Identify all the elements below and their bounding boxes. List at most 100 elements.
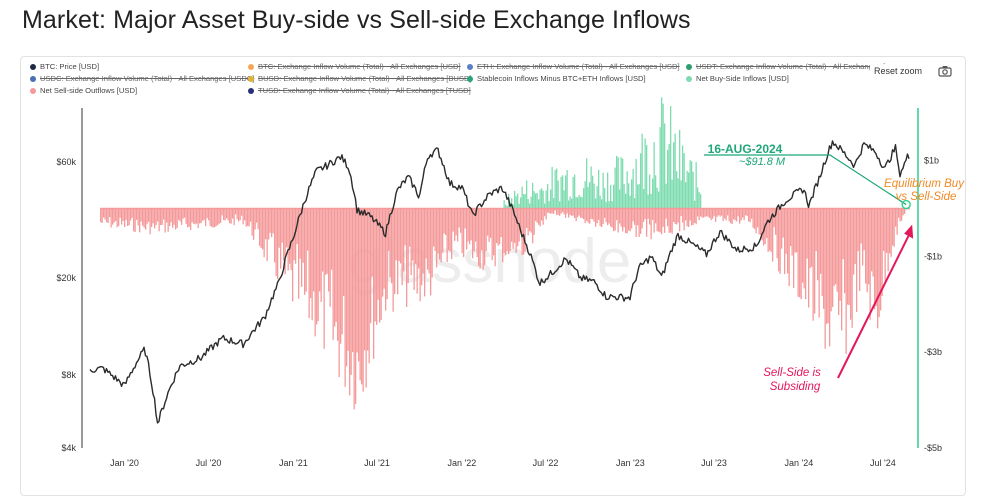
sell-bar bbox=[391, 208, 393, 284]
sell-bar bbox=[355, 208, 357, 404]
buy-bar bbox=[553, 197, 555, 209]
sell-bar bbox=[125, 208, 127, 220]
sell-bar bbox=[656, 208, 658, 232]
buy-bar bbox=[599, 195, 601, 209]
sell-bar bbox=[671, 208, 673, 234]
sell-bar bbox=[638, 208, 640, 238]
sell-bar bbox=[527, 208, 529, 236]
sell-bar bbox=[413, 208, 415, 290]
sell-bar bbox=[433, 208, 435, 247]
sell-bar bbox=[851, 208, 853, 328]
sell-bar bbox=[139, 208, 141, 233]
sell-bar bbox=[272, 208, 274, 234]
sell-bar bbox=[734, 208, 736, 221]
sell-bar bbox=[610, 208, 612, 227]
legend-item-tusd-inflow[interactable]: TUSD: Exchange Inflow Volume (Total) - A… bbox=[248, 86, 471, 95]
sell-bar bbox=[388, 208, 390, 251]
sell-bar bbox=[289, 208, 291, 264]
legend-item-btc-inflow[interactable]: BTC: Exchange Inflow Volume (Total) - Al… bbox=[248, 62, 461, 71]
sell-bar bbox=[154, 208, 156, 229]
legend-item-usdt-inflow[interactable]: USDT: Exchange Inflow Volume (Total) - A… bbox=[686, 62, 891, 71]
reset-zoom-button[interactable]: Reset zoom bbox=[870, 64, 927, 78]
sell-bar bbox=[760, 208, 762, 235]
sell-bar bbox=[821, 208, 823, 296]
sell-bar bbox=[206, 208, 208, 219]
sell-bar bbox=[575, 208, 577, 222]
sell-bar bbox=[659, 208, 661, 233]
sell-bar bbox=[307, 208, 309, 251]
sell-bar bbox=[593, 208, 595, 222]
sell-bar bbox=[335, 208, 337, 322]
x-tick-label: Jul '21 bbox=[364, 458, 390, 468]
sell-bar bbox=[763, 208, 765, 246]
sell-bar bbox=[478, 208, 480, 266]
sell-bar bbox=[788, 208, 790, 287]
legend-item-eth-inflow[interactable]: ETH: Exchange Inflow Volume (Total) - Al… bbox=[467, 62, 680, 71]
legend-item-stablecoin-minus[interactable]: Stablecoin Inflows Minus BTC+ETH Inflows… bbox=[467, 74, 646, 83]
buy-bar bbox=[677, 178, 679, 209]
sell-bar bbox=[860, 208, 862, 244]
sell-bar bbox=[328, 208, 330, 292]
sell-bar bbox=[415, 208, 417, 264]
sell-bar bbox=[577, 208, 579, 218]
buy-bar bbox=[563, 190, 565, 209]
sell-bar bbox=[226, 208, 228, 219]
sell-bar bbox=[691, 208, 693, 226]
sell-bar bbox=[287, 208, 289, 271]
sell-bar bbox=[253, 208, 255, 240]
sell-bar bbox=[376, 208, 378, 325]
buy-bar bbox=[676, 171, 678, 209]
sell-bar bbox=[400, 208, 402, 264]
sell-bar bbox=[872, 208, 874, 277]
sell-bar bbox=[334, 208, 336, 327]
sell-bar bbox=[263, 208, 265, 258]
right-axis-ticks: $1b -$1b -$3b -$5b bbox=[924, 156, 942, 453]
sell-bar bbox=[266, 208, 268, 262]
sell-bar bbox=[863, 208, 865, 251]
sell-bar bbox=[896, 208, 898, 235]
sell-bar bbox=[215, 208, 217, 227]
legend-item-net-buy[interactable]: Net Buy-Side Inflows [USD] bbox=[686, 74, 789, 83]
sell-bar bbox=[877, 208, 879, 329]
buy-bar bbox=[569, 196, 571, 209]
sell-bar bbox=[382, 208, 384, 297]
sell-bar bbox=[581, 208, 583, 219]
sell-bar bbox=[566, 208, 568, 214]
sell-bar bbox=[808, 208, 810, 308]
page-title: Market: Major Asset Buy-side vs Sell-sid… bbox=[22, 6, 691, 34]
annotation-date: 16-AUG-2024 bbox=[708, 142, 783, 156]
camera-icon[interactable] bbox=[938, 65, 952, 77]
legend-item-busd-inflow[interactable]: BUSD: Exchange Inflow Volume (Total) - A… bbox=[248, 74, 472, 83]
sell-bar bbox=[314, 208, 316, 337]
sell-bar bbox=[535, 208, 537, 221]
sell-bar bbox=[454, 208, 456, 241]
sell-bar bbox=[295, 208, 297, 264]
sell-bar bbox=[532, 208, 534, 244]
legend-item-btc-price[interactable]: BTC: Price [USD] bbox=[30, 62, 99, 71]
left-axis-ticks: $4k $8k $20k $60k bbox=[56, 157, 76, 453]
sell-bar bbox=[143, 208, 145, 228]
sell-bar bbox=[853, 208, 855, 275]
legend-item-usdc-inflow[interactable]: USDC: Exchange Inflow Volume (Total) - A… bbox=[30, 74, 254, 83]
sell-bar bbox=[730, 208, 732, 224]
sell-bar bbox=[622, 208, 624, 232]
sell-bar bbox=[728, 208, 730, 222]
sell-bar bbox=[529, 208, 531, 232]
buy-bar bbox=[665, 183, 667, 209]
sell-bar bbox=[398, 208, 400, 262]
sell-bar bbox=[146, 208, 148, 224]
buy-bar bbox=[680, 180, 682, 209]
sell-bar bbox=[611, 208, 613, 228]
sell-bar bbox=[166, 208, 168, 223]
legend-label: BTC: Exchange Inflow Volume (Total) - Al… bbox=[258, 62, 461, 71]
sell-bar bbox=[550, 208, 552, 214]
annotation-equilibrium-line2: vs Sell-Side bbox=[896, 191, 957, 203]
sell-bar bbox=[193, 208, 195, 224]
buy-bar bbox=[692, 171, 694, 209]
legend-item-net-sell[interactable]: Net Sell-side Outflows [USD] bbox=[30, 86, 137, 95]
sell-bar bbox=[502, 208, 504, 263]
sell-bar bbox=[514, 208, 516, 243]
sell-bar bbox=[383, 208, 385, 289]
buy-bar bbox=[674, 133, 676, 209]
sell-bar bbox=[637, 208, 639, 226]
